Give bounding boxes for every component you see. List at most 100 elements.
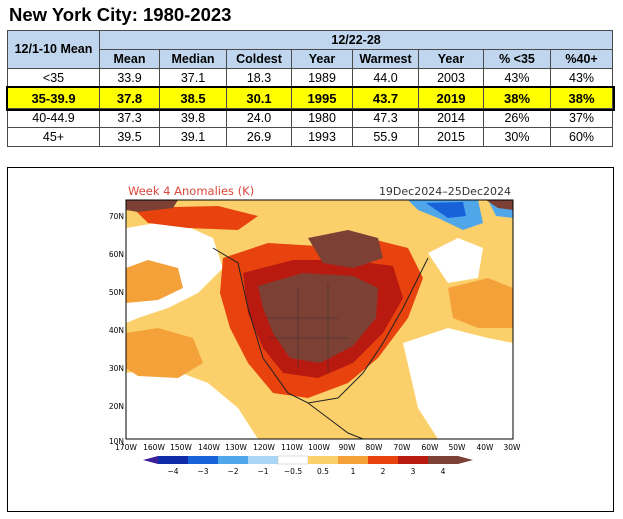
- table-header-row-2: Mean Median Coldest Year Warmest Year % …: [8, 49, 614, 69]
- latitude-axis: 70N 60N 50N 40N 30N 20N 10N: [109, 212, 124, 446]
- colorbar-segment: [277, 455, 309, 465]
- table-cell: 1989: [291, 68, 353, 88]
- table-row: 40-44.9 37.3 39.8 24.0 1980 47.3 2014 26…: [7, 108, 614, 128]
- table-cell: 33.9: [99, 68, 160, 88]
- colorbar: −4 −3 −2 −1 −0.5 0.5 1 2 3 4: [143, 455, 473, 476]
- warm-area-extreme: [486, 200, 513, 210]
- lat-label: 50N: [109, 288, 124, 297]
- table-cell: 24.0: [226, 108, 292, 128]
- table-cell: 2014: [418, 108, 484, 128]
- lon-label: 160W: [143, 443, 165, 452]
- table-cell: 2019: [418, 87, 484, 109]
- anomaly-map: Week 4 Anomalies (K) 19Dec2024–25Dec2024: [109, 184, 521, 476]
- longitude-axis: 170W 160W 150W 140W 130W 120W 110W 100W …: [115, 443, 521, 452]
- table-cell: 26%: [483, 108, 551, 128]
- coastline: [307, 402, 364, 439]
- table-row-highlighted: 35-39.9 37.8 38.5 30.1 1995 43.7 2019 38…: [5, 85, 615, 111]
- table-cell: 55.9: [352, 127, 419, 147]
- state-borders: [268, 283, 348, 373]
- lon-label: 90W: [339, 443, 357, 452]
- table-cell: 37.8: [99, 87, 160, 109]
- warm-area-strong: [133, 206, 258, 230]
- lat-label: 60N: [109, 250, 124, 259]
- column-header: Warmest: [352, 49, 419, 69]
- colorbar-arrow-left: [143, 456, 158, 464]
- table-cell: 43%: [483, 68, 551, 88]
- colorbar-label: 1: [351, 467, 356, 476]
- table-cell: 43%: [549, 68, 614, 88]
- lat-label: 70N: [109, 212, 124, 221]
- colorbar-segment: [428, 456, 458, 464]
- warm-area-extreme: [126, 200, 178, 212]
- table-cell: 1993: [291, 127, 353, 147]
- colorbar-segment: [338, 456, 368, 464]
- column-header: Mean: [99, 49, 160, 69]
- row-label: 40-44.9: [7, 108, 100, 128]
- colorbar-segment: [248, 456, 278, 464]
- lat-label: 30N: [109, 364, 124, 373]
- colorbar-label: 2: [381, 467, 386, 476]
- warm-area: [126, 328, 203, 378]
- lon-label: 100W: [308, 443, 330, 452]
- warm-area: [126, 260, 183, 303]
- map-dates: 19Dec2024–25Dec2024: [379, 185, 511, 198]
- colorbar-label: 4: [441, 467, 446, 476]
- colorbar-segment: [218, 456, 248, 464]
- table-cell: 47.3: [352, 108, 419, 128]
- table-cell: 37%: [549, 108, 614, 128]
- lon-label: 170W: [115, 443, 137, 452]
- colorbar-segment: [368, 456, 398, 464]
- table-row: <35 33.9 37.1 18.3 1989 44.0 2003 43% 43…: [7, 68, 614, 88]
- lon-label: 50W: [449, 443, 467, 452]
- page-title: New York City: 1980-2023: [9, 4, 232, 25]
- colorbar-label: 0.5: [317, 467, 329, 476]
- table-cell: 1995: [291, 87, 353, 109]
- lon-label: 150W: [170, 443, 192, 452]
- warm-area: [448, 278, 513, 328]
- lat-label: 20N: [109, 402, 124, 411]
- cool-area-strong: [426, 202, 466, 218]
- table-cell: 44.0: [352, 68, 419, 88]
- column-header: Median: [159, 49, 227, 69]
- table-cell: 30%: [483, 127, 551, 147]
- lon-label: 140W: [198, 443, 220, 452]
- table-cell: 37.3: [99, 108, 160, 128]
- colorbar-segment: [158, 456, 188, 464]
- map-plot-area: [126, 200, 513, 439]
- table-cell: 39.5: [99, 127, 160, 147]
- lon-label: 30W: [504, 443, 522, 452]
- table-cell: 39.8: [159, 108, 227, 128]
- colorbar-label: −0.5: [284, 467, 302, 476]
- column-header: Year: [291, 49, 353, 69]
- warm-area-extreme: [308, 230, 383, 268]
- column-header: % <35: [483, 49, 551, 69]
- table-cell: 18.3: [226, 68, 292, 88]
- row-label: 35-39.9: [7, 87, 100, 109]
- column-header: Coldest: [226, 49, 292, 69]
- colorbar-label: −4: [167, 467, 178, 476]
- table-row: 45+ 39.5 39.1 26.9 1993 55.9 2015 30% 60…: [7, 127, 614, 147]
- stats-table: 12/1-10 Mean 12/22-28 Mean Median Coldes…: [5, 30, 615, 147]
- table-cell: 38%: [549, 87, 614, 109]
- map-title: Week 4 Anomalies (K): [128, 184, 254, 198]
- lon-label: 60W: [422, 443, 440, 452]
- table-cell: 60%: [549, 127, 614, 147]
- table-cell: 30.1: [226, 87, 292, 109]
- column-header: %40+: [549, 49, 614, 69]
- neutral-area: [403, 328, 513, 439]
- lat-label: 10N: [109, 437, 124, 446]
- lon-label: 110W: [281, 443, 303, 452]
- table-cell: 38.5: [159, 87, 227, 109]
- colorbar-label: −1: [257, 467, 268, 476]
- map-frame: [125, 199, 514, 440]
- lon-label: 130W: [225, 443, 247, 452]
- colorbar-arrow-right: [458, 456, 473, 464]
- table-cell: 38%: [483, 87, 551, 109]
- colorbar-segment: [308, 456, 338, 464]
- row-label: 45+: [7, 127, 100, 147]
- lon-label: 120W: [253, 443, 275, 452]
- column-header: Year: [418, 49, 484, 69]
- lon-label: 70W: [394, 443, 412, 452]
- colorbar-segment: [398, 456, 428, 464]
- group-header-cell: 12/22-28: [98, 30, 614, 50]
